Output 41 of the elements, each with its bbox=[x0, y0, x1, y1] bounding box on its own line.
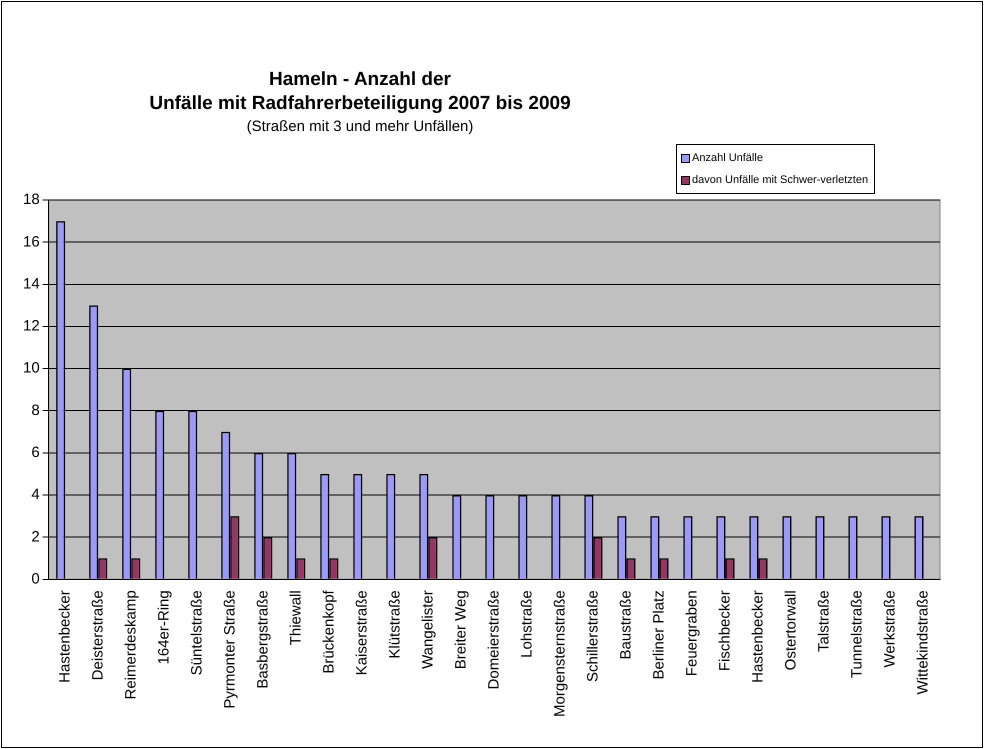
x-tick-label: Hastenbecker bbox=[750, 590, 767, 683]
legend-label: davon Unfälle mit Schwer-verletzten bbox=[692, 173, 868, 188]
x-tick-label: Süntelstraße bbox=[188, 590, 206, 676]
x-tick-label: Berliner Platz bbox=[650, 590, 668, 680]
x-tick-label: Werkstraße bbox=[882, 590, 899, 668]
x-tick-label: Brückenkopf bbox=[320, 589, 338, 674]
x-tick-label: Morgensternstraße bbox=[552, 590, 569, 717]
x-tick-label: Kaiserstraße bbox=[353, 590, 370, 676]
x-tick-label: Feuergraben bbox=[684, 590, 701, 676]
x-tick-label: Baustraße bbox=[618, 590, 635, 660]
chart-subtitle: (Straßen mit 3 und mehr Unfällen) bbox=[246, 118, 474, 135]
x-tick-label: Talstraße bbox=[816, 590, 833, 652]
y-tick-label: 16 bbox=[22, 233, 40, 250]
x-tick-label: Wittekindstraße bbox=[914, 590, 932, 694]
y-tick-label: 8 bbox=[31, 402, 40, 419]
x-tick-label: Deisterstraße bbox=[89, 590, 106, 680]
x-tick-label: Basbergstraße bbox=[254, 590, 272, 689]
x-tick-label: Wangelister bbox=[419, 590, 436, 669]
y-tick-label: 10 bbox=[22, 360, 40, 377]
x-tick-label: 164er-Ring bbox=[155, 590, 172, 664]
y-tick-label: 14 bbox=[22, 275, 40, 292]
x-tick-label: Tunnelstraße bbox=[848, 590, 866, 678]
y-tick-label: 4 bbox=[31, 486, 40, 504]
legend-label: Anzahl Unfälle bbox=[692, 151, 763, 166]
x-tick-label: Domeierstraße bbox=[485, 590, 502, 690]
y-tick-label: 12 bbox=[22, 318, 40, 335]
chart-title: Hameln - Anzahl der Unfälle mit Radfahrerbeteiligung 2007 bis 2009 bbox=[148, 68, 572, 116]
y-tick-label: 18 bbox=[22, 191, 40, 208]
x-tick-label: Klütstraße bbox=[386, 590, 404, 659]
x-tick-label: Hastenbecker bbox=[56, 590, 74, 683]
y-tick-label: 2 bbox=[31, 528, 40, 546]
x-tick-label: Schillerstraße bbox=[584, 590, 602, 682]
x-tick-label: Reimerdeskamp bbox=[122, 590, 140, 700]
x-tick-label: Thiewall bbox=[287, 590, 304, 646]
x-tick-label: Lohstraße bbox=[518, 590, 536, 658]
y-tick-label: 0 bbox=[31, 570, 40, 588]
x-tick-label: Breiter Weg bbox=[452, 590, 470, 670]
x-tick-label: Ostertorwall bbox=[782, 590, 800, 670]
y-tick-label: 6 bbox=[31, 444, 40, 461]
x-tick-label: Fischbecker bbox=[716, 590, 734, 672]
x-tick-label: Pyrmonter Straße bbox=[221, 590, 238, 709]
